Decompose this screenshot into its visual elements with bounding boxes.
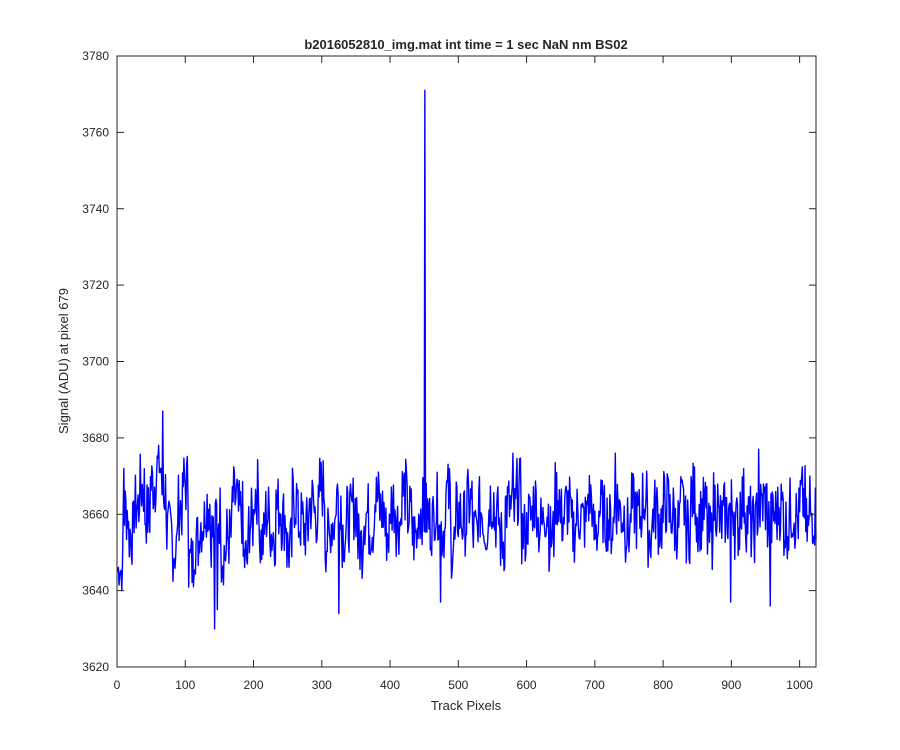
x-tick-label: 0 — [114, 678, 121, 692]
x-tick-label: 600 — [517, 678, 537, 692]
y-tick-label: 3660 — [82, 507, 109, 521]
y-tick-label: 3640 — [82, 584, 109, 598]
y-tick-label: 3760 — [82, 125, 109, 139]
y-tick-label: 3720 — [82, 278, 109, 292]
y-tick-label: 3620 — [82, 660, 109, 674]
x-tick-label: 500 — [448, 678, 468, 692]
series-line-signal — [116, 89, 817, 630]
tick-layer: 0 100 200 300 400 500 600 700 800 900 1000 3620 3640… — [82, 49, 816, 692]
x-tick-label: 300 — [312, 678, 332, 692]
x-tick-label: 100 — [175, 678, 195, 692]
chart-title: b2016052810_img.mat int time = 1 sec NaN… — [304, 37, 627, 52]
series-layer — [116, 89, 817, 630]
x-tick-label: 900 — [721, 678, 741, 692]
plot-area — [117, 56, 816, 667]
x-axis-label: Track Pixels — [431, 698, 502, 713]
y-tick-label: 3780 — [82, 49, 109, 63]
x-tick-label: 400 — [380, 678, 400, 692]
y-axis-label: Signal (ADU) at pixel 679 — [56, 288, 71, 434]
x-tick-label: 1000 — [786, 678, 813, 692]
x-tick-label: 200 — [244, 678, 264, 692]
y-tick-label: 3700 — [82, 355, 109, 369]
x-tick-label: 700 — [585, 678, 605, 692]
y-tick-label: 3740 — [82, 202, 109, 216]
x-tick-label: 800 — [653, 678, 673, 692]
y-tick-label: 3680 — [82, 431, 109, 445]
